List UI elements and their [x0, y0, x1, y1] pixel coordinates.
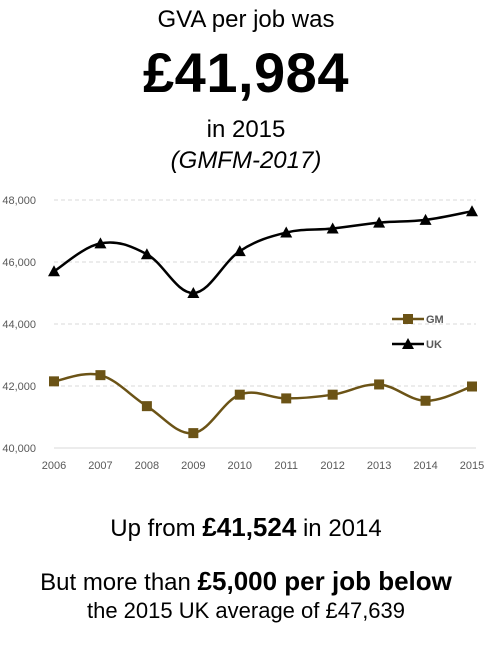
data-point-uk	[48, 265, 60, 277]
x-tick-label: 2015	[460, 460, 484, 472]
legend: GM UK	[392, 314, 444, 351]
data-point-gm	[141, 401, 152, 412]
x-tick-label: 2009	[181, 460, 205, 472]
data-point-uk	[419, 213, 432, 225]
y-tick-label: 40,000	[2, 443, 36, 455]
legend-label-uk: UK	[426, 339, 442, 351]
x-tick-labels: 2006 2007 2008 2009 2010 2011 2012 2013 2014 2015	[42, 460, 484, 472]
legend-marker-gm	[403, 314, 413, 324]
data-point-uk	[94, 237, 107, 249]
data-point-gm	[327, 389, 338, 400]
data-point-gm	[234, 389, 245, 400]
data-point-uk	[326, 222, 339, 234]
y-tick-label: 42,000	[2, 381, 36, 393]
series-line-gm	[53, 372, 473, 435]
data-point-gm	[188, 428, 199, 439]
x-tick-label: 2010	[228, 460, 252, 472]
x-tick-label: 2007	[88, 460, 112, 472]
data-point-uk	[233, 245, 246, 257]
headline-source: (GMFM-2017)	[170, 147, 322, 174]
headline-value: £41,984	[143, 41, 349, 104]
x-tick-label: 2011	[274, 460, 298, 472]
legend-marker-uk	[402, 338, 414, 349]
headline-year: in 2015	[206, 116, 286, 143]
data-point-uk	[140, 248, 153, 260]
x-tick-label: 2014	[413, 460, 437, 472]
up-value: £41,524	[202, 512, 297, 542]
comparison-2014: Up from £41,524 in 2014	[0, 512, 492, 543]
y-tick-labels: 40,000 42,000 44,000 46,000 48,000	[2, 195, 36, 455]
data-point-gm	[374, 379, 385, 390]
data-point-uk	[373, 216, 386, 228]
below-prefix: But more than	[40, 569, 198, 596]
legend-label-gm: GM	[426, 314, 444, 326]
y-tick-label: 48,000	[2, 195, 36, 207]
series-line-uk	[53, 209, 473, 295]
data-point-gm	[467, 381, 477, 392]
y-tick-label: 44,000	[2, 319, 36, 331]
up-suffix: in 2014	[296, 515, 382, 542]
comparison-uk-line2: the 2015 UK average of £47,639	[86, 598, 406, 623]
x-tick-label: 2012	[320, 460, 344, 472]
gridlines	[54, 199, 476, 449]
data-point-gm	[95, 370, 106, 381]
below-value: £5,000 per job below	[197, 566, 452, 596]
data-point-gm	[281, 393, 292, 404]
data-point-gm	[49, 376, 59, 387]
data-point-gm	[420, 395, 431, 406]
y-tick-label: 46,000	[2, 257, 36, 269]
x-tick-label: 2006	[42, 460, 66, 472]
series-group	[48, 205, 478, 439]
comparison-uk-line1: But more than £5,000 per job below	[0, 566, 492, 597]
up-prefix: Up from	[110, 515, 203, 542]
x-tick-label: 2013	[367, 460, 391, 472]
headline-lead: GVA per job was	[157, 6, 335, 33]
data-point-uk	[466, 205, 478, 217]
data-point-uk	[187, 287, 200, 298]
data-point-uk	[280, 226, 293, 238]
x-tick-label: 2008	[135, 460, 159, 472]
